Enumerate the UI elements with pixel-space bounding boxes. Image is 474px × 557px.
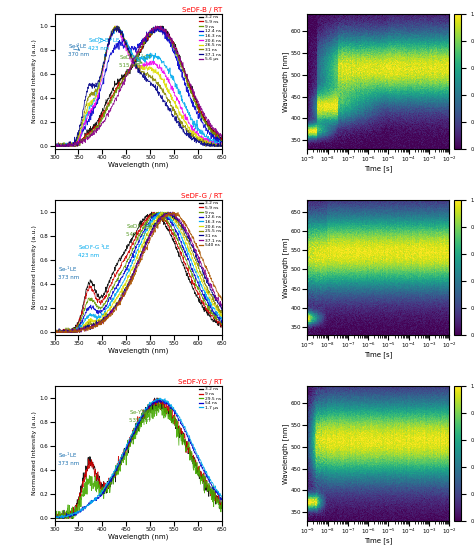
Y-axis label: Normalized Intensity (a.u.): Normalized Intensity (a.u.) (32, 412, 36, 495)
Text: SeDF-G $^1$LE
423 nm: SeDF-G $^1$LE 423 nm (79, 243, 111, 258)
Text: SeDF-B $^1$CT
515 nm: SeDF-B $^1$CT 515 nm (118, 52, 152, 67)
Text: SeDF-YG / RT: SeDF-YG / RT (178, 379, 222, 385)
Text: SeDF-B / RT: SeDF-B / RT (182, 7, 222, 13)
Y-axis label: Normalized Intensity (a.u.): Normalized Intensity (a.u.) (32, 226, 36, 309)
Y-axis label: Wavelength [nm]: Wavelength [nm] (283, 423, 289, 483)
X-axis label: Time [s]: Time [s] (364, 351, 392, 359)
X-axis label: Wavelength (nm): Wavelength (nm) (108, 534, 169, 540)
X-axis label: Time [s]: Time [s] (364, 165, 392, 173)
Text: SeDF-G $^1$CT
540 nm: SeDF-G $^1$CT 540 nm (127, 222, 160, 237)
Y-axis label: Wavelength [nm]: Wavelength [nm] (283, 51, 289, 111)
Text: SeDF-B $^1$LE
423 nm: SeDF-B $^1$LE 423 nm (88, 36, 120, 51)
X-axis label: Wavelength (nm): Wavelength (nm) (108, 348, 169, 354)
Legend: 3.2 ns, 9 ns, 29.5 ns, 54 ns, 1.7 µs: 3.2 ns, 9 ns, 29.5 ns, 54 ns, 1.7 µs (199, 387, 221, 411)
Legend: 3.2 ns, 5.9 ns, 9 ns, 12.6 ns, 16.3 ns, 20.6 ns, 25.5 ns, 31 ns, 37.1 ns, 540 ns: 3.2 ns, 5.9 ns, 9 ns, 12.6 ns, 16.3 ns, … (198, 201, 221, 248)
Text: SeDF-G / RT: SeDF-G / RT (181, 193, 222, 199)
Text: Se-$^1$LE
370 nm: Se-$^1$LE 370 nm (68, 42, 89, 57)
Y-axis label: Normalized Intensity (a.u.): Normalized Intensity (a.u.) (32, 40, 36, 123)
Legend: 3.2 ns, 5.9 ns, 9 ns, 12.4 ns, 16.3 ns, 20.6 ns, 26.5 ns, 31 ns, 37.1 ns, 5.6 µs: 3.2 ns, 5.9 ns, 9 ns, 12.4 ns, 16.3 ns, … (199, 15, 221, 62)
X-axis label: Time [s]: Time [s] (364, 538, 392, 545)
Y-axis label: Wavelength [nm]: Wavelength [nm] (283, 237, 289, 297)
Text: Se-YG $^1$CT
535 nm: Se-YG $^1$CT 535 nm (129, 408, 159, 423)
X-axis label: Wavelength (nm): Wavelength (nm) (108, 162, 169, 168)
Text: Se-$^1$LE
373 nm: Se-$^1$LE 373 nm (58, 451, 80, 466)
Text: Se-$^1$LE
373 nm: Se-$^1$LE 373 nm (58, 265, 80, 280)
